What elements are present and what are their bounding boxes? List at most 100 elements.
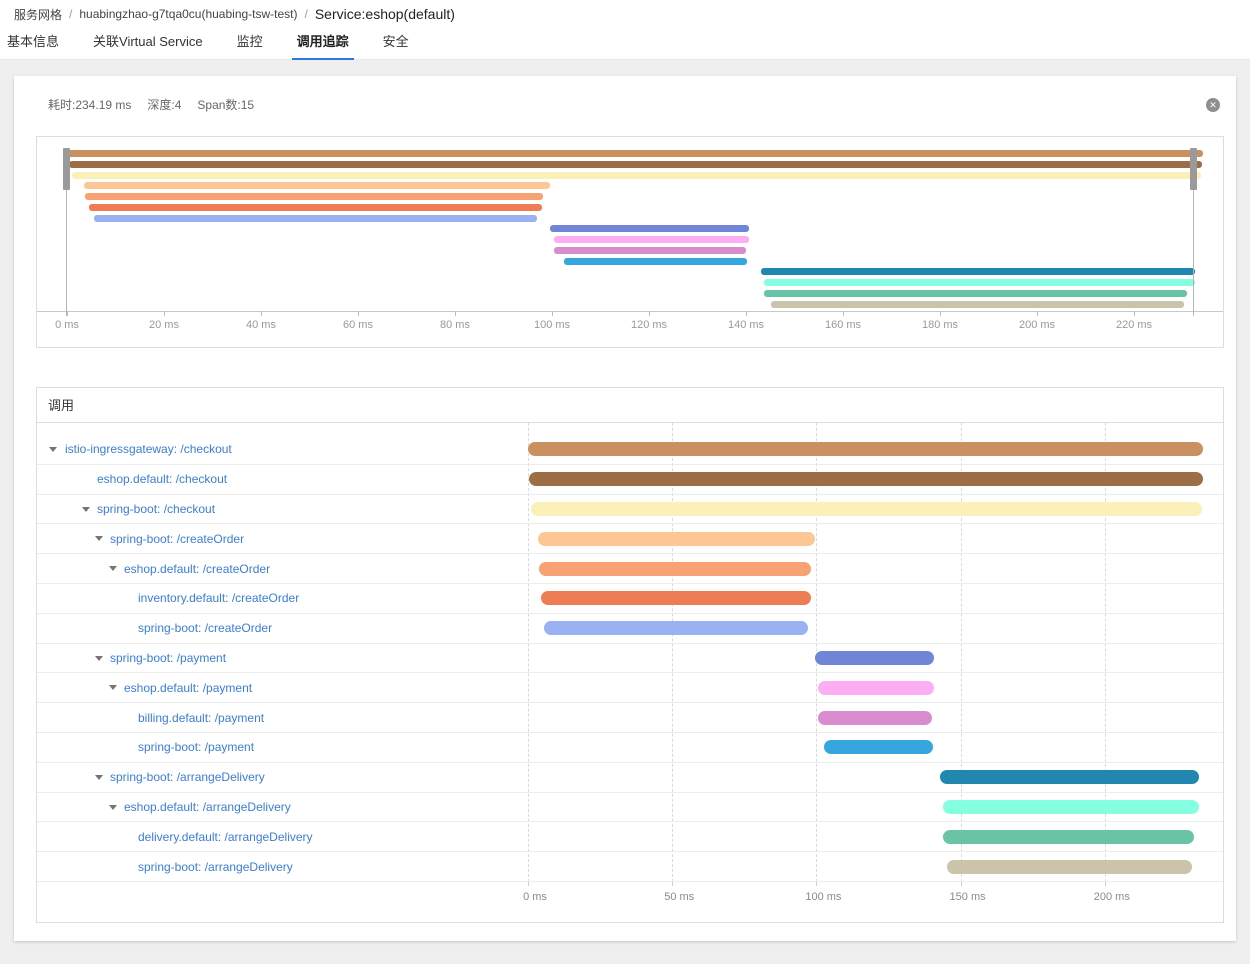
span-duration-bar[interactable] bbox=[814, 650, 934, 665]
minimap-axis-tick bbox=[455, 311, 456, 316]
minimap-axis-label: 0 ms bbox=[55, 319, 79, 331]
span-row: spring-boot: /payment bbox=[37, 733, 1223, 763]
span-name-link[interactable]: eshop.default: /payment bbox=[124, 680, 253, 695]
span-duration-bar[interactable] bbox=[528, 442, 1204, 457]
tab-安全[interactable]: 安全 bbox=[382, 34, 409, 49]
span-row: spring-boot: /createOrder bbox=[37, 524, 1223, 555]
span-duration-bar[interactable] bbox=[538, 561, 811, 576]
waterfall-axis-label: 50 ms bbox=[664, 891, 695, 903]
minimap-span-bar bbox=[71, 171, 1201, 179]
span-row: eshop.default: /createOrder bbox=[37, 554, 1223, 584]
span-name-link[interactable]: inventory.default: /createOrder bbox=[138, 591, 300, 606]
span-duration-bar[interactable] bbox=[538, 531, 815, 546]
brush-handle-left[interactable] bbox=[63, 148, 70, 190]
minimap-axis-label: 160 ms bbox=[824, 319, 862, 331]
waterfall-axis-label: 200 ms bbox=[1093, 891, 1130, 903]
minimap-axis-label: 140 ms bbox=[727, 319, 765, 331]
span-name-link[interactable]: eshop.default: /arrangeDelivery bbox=[124, 799, 291, 814]
span-name-link[interactable]: eshop.default: /createOrder bbox=[124, 561, 271, 576]
span-name-link[interactable]: istio-ingressgateway: /checkout bbox=[65, 442, 232, 457]
trace-minimap[interactable]: 0 ms 20 ms 40 ms 60 ms 80 ms 100 ms 120 ms 140 … bbox=[36, 136, 1224, 348]
span-duration-bar[interactable] bbox=[529, 472, 1203, 487]
minimap-span-bar bbox=[764, 289, 1188, 297]
span-duration-bar[interactable] bbox=[817, 710, 932, 725]
span-row: eshop.default: /arrangeDelivery bbox=[37, 793, 1223, 823]
span-name-link[interactable]: spring-boot: /checkout bbox=[97, 501, 216, 516]
span-name-link[interactable]: delivery.default: /arrangeDelivery bbox=[138, 829, 313, 844]
span-duration-bar[interactable] bbox=[946, 859, 1193, 874]
chevron-down-icon[interactable] bbox=[109, 685, 117, 691]
brush-hairline-right bbox=[1192, 148, 1194, 316]
span-name-link[interactable]: spring-boot: /createOrder bbox=[110, 531, 245, 546]
span-name-link[interactable]: spring-boot: /arrangeDelivery bbox=[110, 770, 265, 785]
span-duration-bar[interactable] bbox=[817, 680, 934, 695]
minimap-axis-label: 180 ms bbox=[921, 319, 959, 331]
span-name-link[interactable]: spring-boot: /payment bbox=[138, 740, 255, 755]
minimap-axis-label: 100 ms bbox=[533, 319, 571, 331]
tab-关联Virtual Service[interactable]: 关联Virtual Service bbox=[93, 34, 203, 49]
minimap-span-bar bbox=[564, 257, 748, 265]
span-name-link[interactable]: billing.default: /payment bbox=[138, 710, 265, 725]
brush-handle-right[interactable] bbox=[1189, 148, 1197, 190]
minimap-span-bar bbox=[760, 268, 1195, 276]
minimap-span-bar bbox=[88, 203, 543, 211]
trace-summary: 耗时:234.19 ms 深度:4 Span数:15 bbox=[48, 96, 270, 113]
chevron-down-icon[interactable] bbox=[109, 566, 117, 572]
span-duration-bar[interactable] bbox=[942, 799, 1199, 814]
minimap-span-bar bbox=[554, 246, 746, 254]
chevron-down-icon[interactable] bbox=[95, 655, 103, 661]
minimap-axis-tick bbox=[940, 311, 941, 316]
span-row: istio-ingressgateway: /checkout bbox=[37, 435, 1223, 465]
waterfall-axis-label: 0 ms bbox=[523, 891, 547, 903]
breadcrumb-item[interactable]: huabingzhao-g7tqa0cu(huabing-tsw-test) bbox=[79, 7, 298, 21]
chevron-down-icon[interactable] bbox=[82, 506, 90, 512]
span-duration-bar[interactable] bbox=[942, 829, 1195, 844]
minimap-axis-label: 40 ms bbox=[246, 319, 276, 331]
minimap-axis-label: 20 ms bbox=[149, 319, 179, 331]
breadcrumb-separator: / bbox=[304, 7, 308, 21]
tab-调用追踪[interactable]: 调用追踪 bbox=[280, 31, 366, 60]
tab-监控[interactable]: 监控 bbox=[236, 34, 263, 49]
chevron-down-icon[interactable] bbox=[95, 774, 103, 780]
waterfall-gridline bbox=[960, 423, 962, 882]
minimap-axis-tick bbox=[67, 311, 68, 316]
span-duration-bar[interactable] bbox=[544, 621, 808, 636]
summary-item: 深度:4 bbox=[147, 98, 182, 112]
span-duration-bar[interactable] bbox=[823, 740, 933, 755]
waterfall-axis-label: 150 ms bbox=[949, 891, 986, 903]
breadcrumb-separator: / bbox=[69, 7, 73, 21]
span-name-link[interactable]: spring-boot: /payment bbox=[110, 650, 227, 665]
tab-bar: 基本信息 关联Virtual Service 监控 调用追踪 安全 bbox=[0, 28, 1250, 60]
tab-基本信息[interactable]: 基本信息 bbox=[7, 34, 60, 49]
span-name-link[interactable]: spring-boot: /arrangeDelivery bbox=[138, 859, 293, 874]
chevron-down-icon[interactable] bbox=[49, 447, 57, 452]
minimap-axis-tick bbox=[261, 311, 262, 316]
breadcrumb-item[interactable]: 服务网格 bbox=[14, 7, 63, 22]
span-row: spring-boot: /payment bbox=[37, 644, 1223, 674]
waterfall-rows: istio-ingressgateway: /checkout eshop.def… bbox=[37, 423, 1223, 882]
chevron-down-icon[interactable] bbox=[95, 536, 103, 542]
span-row: inventory.default: /createOrder bbox=[37, 584, 1223, 614]
breadcrumb-item: Service:eshop(default) bbox=[314, 6, 455, 22]
call-waterfall-panel: 调用 istio-ingressgateway: /checkout eshop.… bbox=[36, 387, 1224, 923]
close-icon[interactable]: ✕ bbox=[1206, 98, 1220, 112]
minimap-axis-label: 80 ms bbox=[440, 319, 470, 331]
span-duration-bar[interactable] bbox=[540, 591, 811, 606]
chevron-down-icon[interactable] bbox=[109, 804, 117, 810]
minimap-axis-tick bbox=[746, 311, 747, 316]
span-duration-bar[interactable] bbox=[530, 501, 1203, 516]
minimap-span-bar bbox=[67, 150, 1203, 157]
span-name-link[interactable]: eshop.default: /checkout bbox=[97, 472, 228, 487]
minimap-axis-line bbox=[37, 311, 1223, 312]
minimap-axis-tick bbox=[649, 311, 650, 316]
waterfall-axis-tick bbox=[672, 882, 674, 886]
span-row: delivery.default: /arrangeDelivery bbox=[37, 822, 1223, 853]
span-row: spring-boot: /createOrder bbox=[37, 614, 1223, 644]
span-duration-bar[interactable] bbox=[940, 770, 1199, 785]
span-row: spring-boot: /checkout bbox=[37, 495, 1223, 525]
span-row: eshop.default: /checkout bbox=[37, 465, 1223, 495]
minimap-span-bar bbox=[68, 160, 1202, 168]
minimap-span-bar bbox=[771, 300, 1185, 308]
waterfall-axis-tick bbox=[528, 882, 529, 886]
span-name-link[interactable]: spring-boot: /createOrder bbox=[138, 621, 273, 636]
